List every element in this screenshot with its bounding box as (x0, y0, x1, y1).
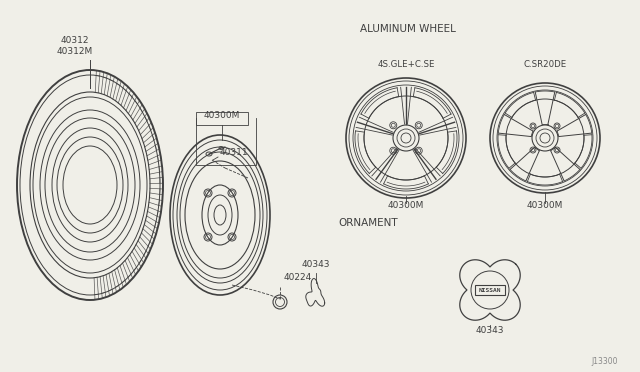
Text: ALUMINUM WHEEL: ALUMINUM WHEEL (360, 24, 456, 34)
Text: NISSAN: NISSAN (479, 288, 501, 292)
Text: ORNAMENT: ORNAMENT (338, 218, 397, 228)
Text: 40343: 40343 (476, 326, 504, 335)
Text: 40224: 40224 (284, 273, 312, 282)
Text: 4S.GLE+C.SE: 4S.GLE+C.SE (377, 60, 435, 69)
Text: 40300M: 40300M (204, 111, 240, 120)
Text: 40300M: 40300M (388, 201, 424, 210)
Text: 40312: 40312 (61, 36, 89, 45)
Bar (196, 112, 248, 125)
FancyBboxPatch shape (475, 285, 505, 295)
Text: C.SR20DE: C.SR20DE (524, 60, 566, 69)
Text: 40312M: 40312M (57, 47, 93, 56)
Text: 40300M: 40300M (527, 201, 563, 210)
Text: 40311: 40311 (220, 148, 248, 157)
Text: J13300: J13300 (591, 357, 618, 366)
Text: 40343: 40343 (301, 260, 330, 269)
